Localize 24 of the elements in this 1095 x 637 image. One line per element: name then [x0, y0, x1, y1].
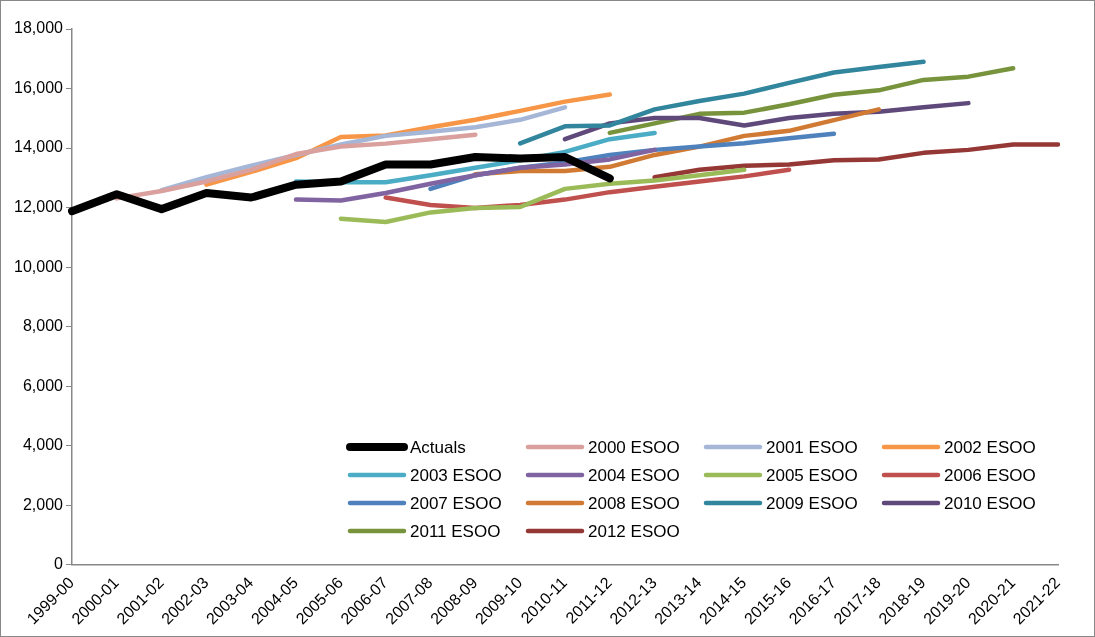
y-tick-label: 2,000 [22, 495, 64, 513]
legend-label: 2004 ESOO [588, 465, 680, 485]
legend-label: 2002 ESOO [944, 437, 1036, 457]
y-tick-label: 4,000 [22, 436, 64, 454]
legend-label: 2010 ESOO [944, 493, 1036, 513]
legend-label: Actuals [410, 437, 466, 457]
y-tick-label: 6,000 [22, 376, 64, 394]
y-tick-label: 18,000 [14, 19, 64, 37]
y-tick-label: 8,000 [22, 317, 64, 335]
legend-label: 2000 ESOO [588, 437, 680, 457]
legend-label: 2009 ESOO [766, 493, 858, 513]
y-tick-label: 14,000 [14, 138, 64, 156]
legend-label: 2011 ESOO [410, 521, 501, 541]
legend-label: 2008 ESOO [588, 493, 680, 513]
legend-label: 2007 ESOO [410, 493, 502, 513]
legend-label: 2006 ESOO [944, 465, 1036, 485]
legend-label: 2005 ESOO [766, 465, 858, 485]
y-tick-label: 0 [54, 555, 64, 573]
legend-label: 2001 ESOO [766, 437, 858, 457]
legend-label: 2003 ESOO [410, 465, 502, 485]
y-tick-label: 12,000 [14, 198, 64, 216]
legend-label: 2012 ESOO [588, 521, 680, 541]
y-tick-label: 16,000 [14, 78, 64, 96]
y-tick-label: 10,000 [14, 257, 64, 275]
